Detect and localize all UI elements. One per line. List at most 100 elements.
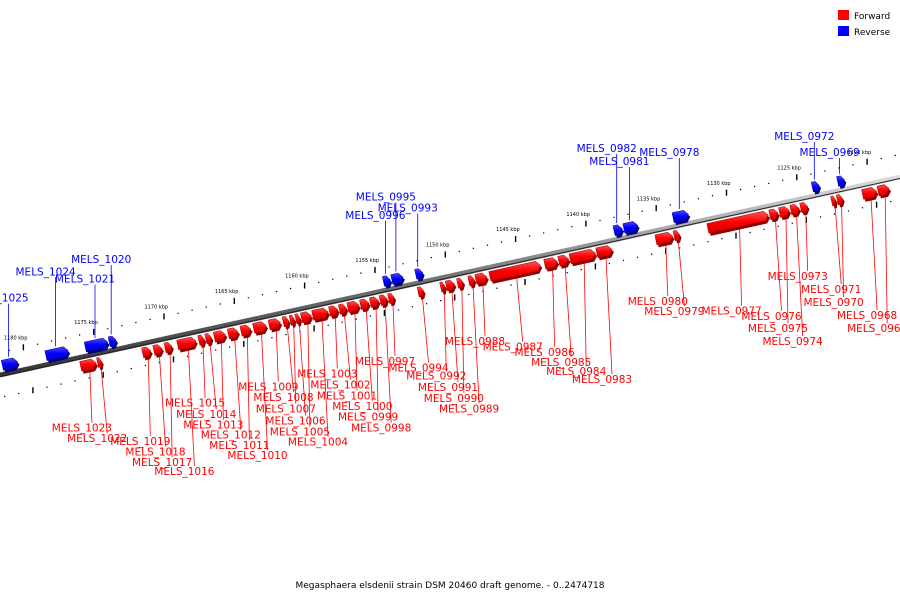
gene-label-MELS_0994[interactable]: MELS_0994 bbox=[388, 362, 448, 374]
gene-MELS_1017[interactable] bbox=[163, 341, 173, 354]
gene-MELS_0982[interactable] bbox=[612, 224, 623, 236]
gene-MELS_1004[interactable] bbox=[311, 307, 329, 321]
gene-MELS_1024[interactable] bbox=[44, 346, 69, 361]
gene-MELS_1020[interactable] bbox=[107, 335, 117, 348]
gene-label-MELS_1002[interactable]: MELS_1002 bbox=[310, 380, 370, 392]
gene-MELS_0998[interactable] bbox=[378, 294, 388, 306]
gene-MELS_0987[interactable] bbox=[488, 261, 541, 282]
gene-label-MELS_0970[interactable]: MELS_0970 bbox=[804, 297, 864, 309]
gene-MELS_0975[interactable] bbox=[778, 206, 790, 218]
gene-MELS_1016[interactable] bbox=[176, 336, 197, 351]
gene-label-MELS_1021[interactable]: MELS_1021 bbox=[55, 274, 115, 286]
gene-label-MELS_1011[interactable]: MELS_1011 bbox=[209, 440, 269, 452]
gene-label-MELS_0989[interactable]: MELS_0989 bbox=[439, 403, 499, 415]
gene-MELS_0968[interactable] bbox=[861, 187, 877, 200]
gene-MELS_0983[interactable] bbox=[595, 245, 613, 259]
gene-label-MELS_1016[interactable]: MELS_1016 bbox=[154, 466, 214, 478]
gene-label-MELS_0975[interactable]: MELS_0975 bbox=[748, 323, 808, 335]
gene-MELS_1019[interactable] bbox=[141, 346, 152, 358]
gene-label-MELS_0995[interactable]: MELS_0995 bbox=[356, 192, 416, 204]
gene-MELS_0969[interactable] bbox=[836, 175, 845, 187]
gene-label-MELS_0991[interactable]: MELS_0991 bbox=[418, 382, 478, 394]
gene-MELS_0973[interactable] bbox=[799, 202, 808, 214]
gene-MELS_1021[interactable] bbox=[83, 337, 109, 353]
gene-MELS_0996[interactable] bbox=[382, 275, 391, 287]
gene-label-MELS_1012[interactable]: MELS_1012 bbox=[201, 430, 261, 442]
gene-label-MELS_1005[interactable]: MELS_1005 bbox=[270, 427, 330, 439]
gene-MELS_0990[interactable] bbox=[456, 277, 464, 289]
gene-label-MELS_0986[interactable]: MELS_0986 bbox=[515, 347, 575, 359]
gene-MELS_0981[interactable] bbox=[622, 221, 639, 234]
gene-MELS_0979[interactable] bbox=[672, 230, 680, 242]
gene-label-MELS_1007[interactable]: MELS_1007 bbox=[256, 404, 316, 416]
gene-label-MELS_1017[interactable]: MELS_1017 bbox=[132, 457, 192, 469]
gene-MELS_1010[interactable] bbox=[252, 321, 267, 334]
gene-MELS_0999[interactable] bbox=[369, 296, 380, 308]
gene-MELS_0988[interactable] bbox=[474, 272, 488, 285]
gene-label-MELS_1006[interactable]: MELS_1006 bbox=[265, 416, 325, 428]
gene-MELS_0993[interactable] bbox=[414, 268, 424, 280]
gene-MELS_0978[interactable] bbox=[671, 210, 689, 223]
gene-label-MELS_0978[interactable]: MELS_0978 bbox=[639, 147, 699, 159]
gene-MELS_1001[interactable] bbox=[346, 300, 360, 313]
gene-MELS_0977[interactable] bbox=[706, 210, 769, 234]
gene-MELS_0967[interactable] bbox=[876, 184, 890, 197]
gene-label-MELS_1009[interactable]: MELS_1009 bbox=[238, 382, 298, 394]
gene-label-MELS_1001[interactable]: MELS_1001 bbox=[317, 390, 377, 402]
gene-label-MELS_0996[interactable]: MELS_0996 bbox=[345, 210, 405, 222]
gene-label-MELS_0984[interactable]: MELS_0984 bbox=[546, 366, 606, 378]
gene-label-MELS_0988[interactable]: MELS_0988 bbox=[445, 336, 505, 348]
gene-MELS_1013[interactable] bbox=[212, 330, 226, 343]
gene-MELS_0994[interactable] bbox=[416, 286, 425, 298]
gene-label-MELS_0982[interactable]: MELS_0982 bbox=[577, 143, 637, 155]
gene-label-MELS_0976[interactable]: MELS_0976 bbox=[741, 311, 801, 323]
gene-MELS_0991[interactable] bbox=[444, 279, 456, 292]
gene-MELS_0974[interactable] bbox=[789, 204, 800, 216]
gene-label-MELS_0972[interactable]: MELS_0972 bbox=[774, 131, 834, 143]
gene-label-MELS_1022[interactable]: MELS_1022 bbox=[67, 433, 127, 445]
gene-label-MELS_0993[interactable]: MELS_0993 bbox=[378, 203, 438, 215]
gene-label-MELS_0980[interactable]: MELS_0980 bbox=[628, 296, 688, 308]
gene-label-MELS_0992[interactable]: MELS_0992 bbox=[406, 371, 466, 383]
gene-MELS_1006[interactable] bbox=[294, 313, 301, 325]
gene-label-MELS_0985[interactable]: MELS_0985 bbox=[531, 357, 591, 369]
gene-MELS_0971[interactable] bbox=[830, 195, 837, 207]
gene-label-MELS_0999[interactable]: MELS_0999 bbox=[338, 412, 398, 424]
gene-label-MELS_1023[interactable]: MELS_1023 bbox=[52, 423, 112, 435]
gene-MELS_1002[interactable] bbox=[338, 303, 347, 315]
gene-MELS_1022[interactable] bbox=[96, 357, 103, 368]
gene-label-MELS_0997[interactable]: MELS_0997 bbox=[355, 356, 415, 368]
gene-label-MELS_1013[interactable]: MELS_1013 bbox=[183, 420, 243, 432]
gene-MELS_1005[interactable] bbox=[300, 311, 312, 324]
gene-label-MELS_1024[interactable]: MELS_1024 bbox=[16, 266, 76, 278]
gene-label-MELS_0973[interactable]: MELS_0973 bbox=[768, 271, 828, 283]
gene-label-MELS_0983[interactable]: MELS_0983 bbox=[572, 374, 632, 386]
gene-label-MELS_1003[interactable]: MELS_1003 bbox=[297, 369, 357, 381]
gene-MELS_0980[interactable] bbox=[654, 231, 674, 246]
gene-label-MELS_0969[interactable]: MELS_0969 bbox=[800, 147, 860, 159]
gene-MELS_1025[interactable] bbox=[0, 357, 19, 371]
gene-label-MELS_1004[interactable]: MELS_1004 bbox=[288, 437, 348, 449]
gene-label-MELS_0998[interactable]: MELS_0998 bbox=[351, 423, 411, 435]
gene-label-MELS_0977[interactable]: MELS_0977 bbox=[702, 306, 762, 318]
gene-MELS_0970[interactable] bbox=[835, 194, 844, 206]
gene-MELS_0995[interactable] bbox=[390, 272, 404, 285]
gene-label-MELS_1015[interactable]: MELS_1015 bbox=[165, 398, 225, 410]
gene-MELS_1015[interactable] bbox=[197, 334, 205, 346]
gene-label-MELS_1018[interactable]: MELS_1018 bbox=[125, 446, 185, 458]
gene-MELS_1011[interactable] bbox=[239, 324, 252, 337]
gene-label-MELS_1008[interactable]: MELS_1008 bbox=[253, 392, 313, 404]
gene-MELS_1014[interactable] bbox=[204, 333, 212, 345]
gene-label-MELS_0971[interactable]: MELS_0971 bbox=[801, 284, 861, 296]
gene-MELS_0972[interactable] bbox=[810, 181, 820, 193]
gene-label-MELS_1000[interactable]: MELS_1000 bbox=[332, 401, 392, 413]
gene-MELS_0986[interactable] bbox=[543, 257, 558, 270]
gene-MELS_1023[interactable] bbox=[79, 358, 97, 372]
gene-MELS_0992[interactable] bbox=[439, 281, 446, 293]
gene-label-MELS_0981[interactable]: MELS_0981 bbox=[589, 156, 649, 168]
gene-MELS_1009[interactable] bbox=[267, 318, 281, 331]
gene-label-MELS_0967[interactable]: MELS_0967 bbox=[847, 323, 900, 335]
gene-label-MELS_1019[interactable]: MELS_1019 bbox=[110, 436, 170, 448]
gene-label-MELS_1010[interactable]: MELS_1010 bbox=[227, 450, 287, 462]
gene-label-MELS_1020[interactable]: MELS_1020 bbox=[71, 254, 131, 266]
